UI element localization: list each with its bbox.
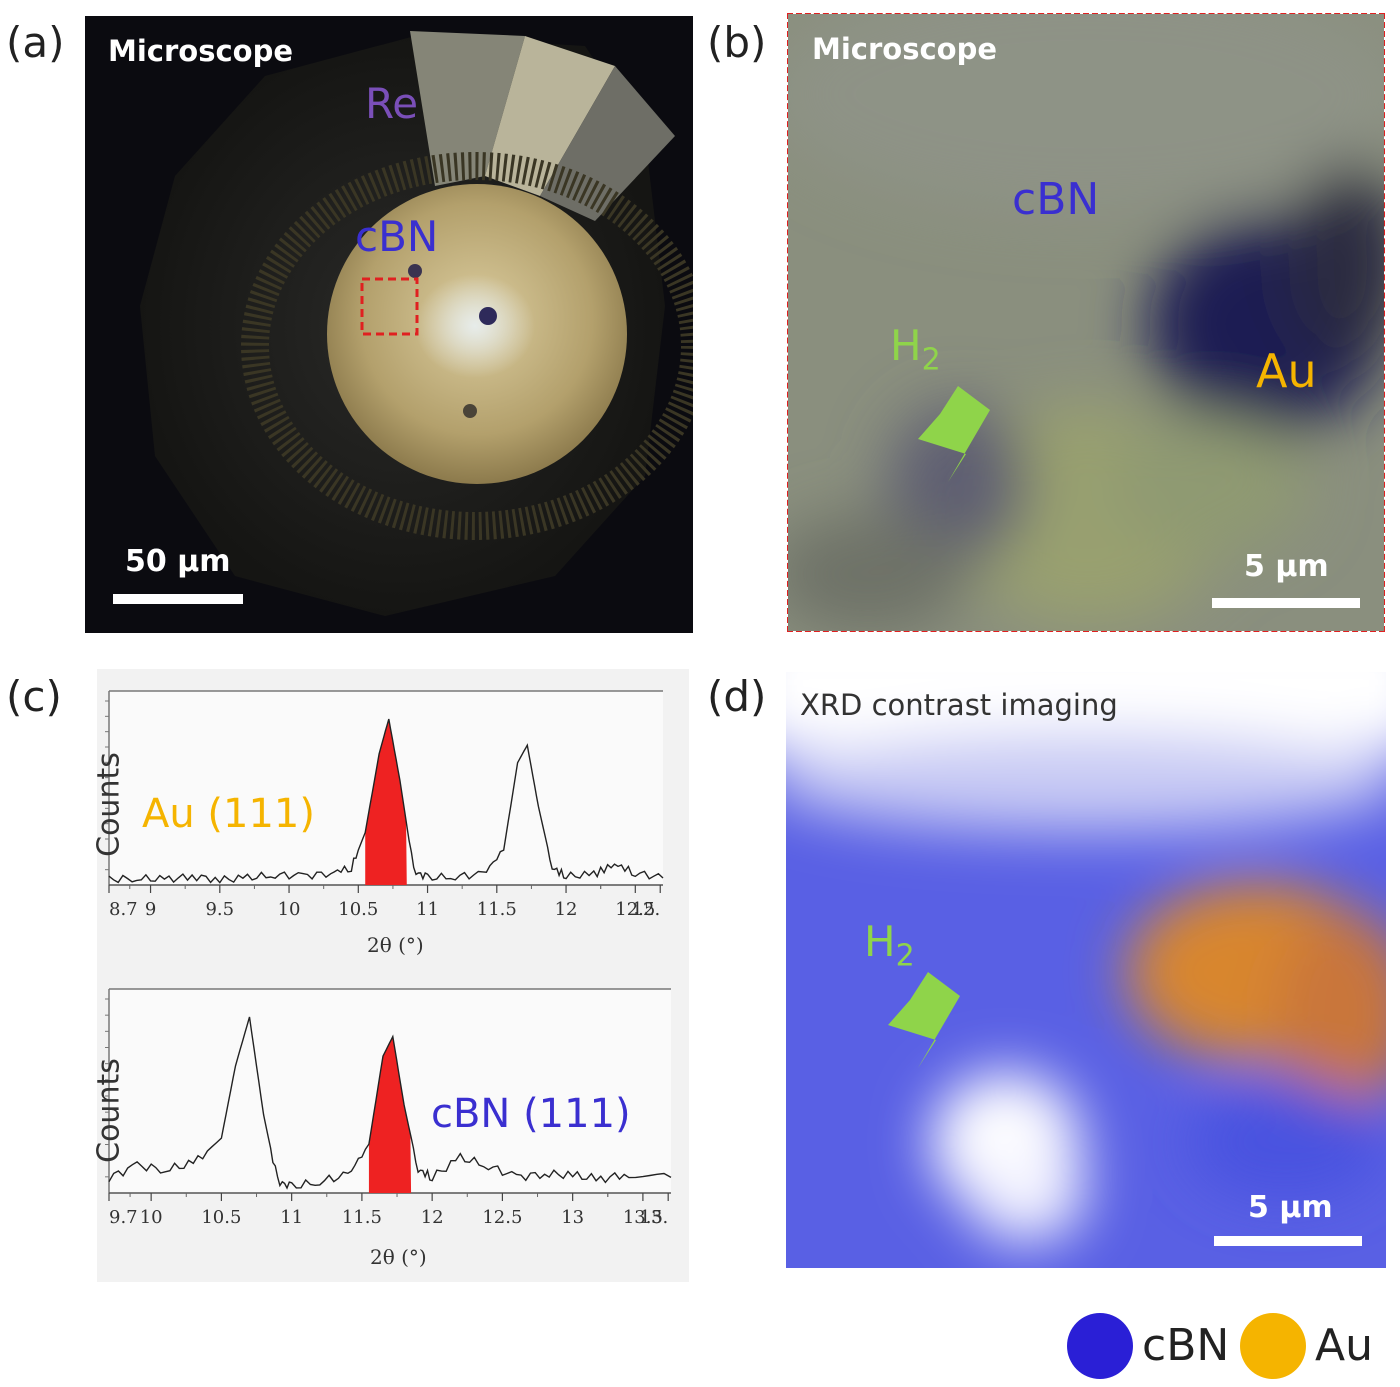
dark-inclusion <box>463 404 477 418</box>
scale-bar <box>113 594 243 604</box>
panel-b-microscope-zoom: Microscope cBN H2 Au 5 µm <box>787 13 1385 632</box>
label-h2-main: H <box>864 917 896 966</box>
panel-d-title: XRD contrast imaging <box>800 688 1118 722</box>
bottom-x-tick-label: 10 <box>140 1207 163 1228</box>
top-series-line <box>108 718 664 884</box>
scale-bar <box>1212 598 1360 608</box>
top-x-tick-label: 12.5 <box>615 899 655 920</box>
top-x-tick-label: 8.7 <box>109 899 138 920</box>
bottom-x-tick-label: 13 <box>561 1207 584 1228</box>
top-xlabel: 2θ (°) <box>367 933 424 957</box>
panel-a-graphic <box>140 31 693 616</box>
re-bright-sector <box>410 31 525 186</box>
dark-inclusion <box>408 264 422 278</box>
label-h2-main: H <box>890 321 922 370</box>
legend-au-label: Au <box>1315 1320 1373 1371</box>
panel-d-xrd-contrast-image: XRD contrast imaging H2 5 µm <box>786 672 1386 1268</box>
bottom-x-tick-label: 13. <box>640 1207 669 1228</box>
top-x-tick-label: 11 <box>416 899 439 920</box>
top-x-tick-label: 12. <box>632 899 661 920</box>
panel-a-title: Microscope <box>108 34 294 68</box>
panel-b-graphic <box>788 14 1384 631</box>
label-h2: H2 <box>890 321 941 377</box>
bottom-x-tick-label: 11.5 <box>342 1207 382 1228</box>
top-x-tick-label: 10 <box>278 899 301 920</box>
panel-c-letter: (c) <box>6 672 62 721</box>
xrd-charts: 8.7 9 9.5 10 10.5 11 11.5 12 12.512.9.7 10 10.5 11 1… <box>105 690 672 1228</box>
bottom-xlabel: 2θ (°) <box>370 1245 427 1269</box>
scale-label: 50 µm <box>125 544 231 579</box>
label-h2-subscript: 2 <box>895 938 915 974</box>
top-annotation: Au (111) <box>142 791 315 837</box>
bottom-x-tick-label: 11 <box>280 1207 303 1228</box>
legend-au-swatch <box>1240 1313 1306 1379</box>
bottom-x-tick-label: 9.7 <box>109 1207 138 1228</box>
label-h2-subscript: 2 <box>921 342 941 378</box>
re-bright-sector <box>485 36 615 196</box>
bottom-series-line <box>108 1016 672 1190</box>
bottom-x-tick-label: 13.5 <box>623 1207 663 1228</box>
panel-a-microscope-image: Microscope Re cBN 50 µm <box>85 16 693 633</box>
bottom-x-tick-label: 10.5 <box>201 1207 241 1228</box>
scale-label: 5 µm <box>1244 549 1329 584</box>
top-x-tick-label: 11.5 <box>477 899 517 920</box>
legend-cbn-swatch <box>1067 1313 1133 1379</box>
label-cbn: cBN <box>1012 174 1100 225</box>
panel-c-xrd-plots: 8.7 9 9.5 10 10.5 11 11.5 12 12.5 12. 9.7 10 10.5 11 1… <box>92 669 689 1282</box>
h2-arrow <box>888 972 960 1068</box>
bottom-x-tick-label: 12 <box>421 1207 444 1228</box>
label-au: Au <box>1256 344 1317 398</box>
top-x-tick-label: 9 <box>145 899 156 920</box>
panel-b-letter: (b) <box>707 18 767 67</box>
dark-inclusion <box>479 307 497 325</box>
top-ylabel: Counts <box>91 752 127 857</box>
scale-label: 5 µm <box>1248 1190 1333 1225</box>
bottom-highlighted-peak <box>368 1036 412 1193</box>
panel-a-letter: (a) <box>6 18 65 67</box>
bottom-ylabel: Counts <box>91 1058 127 1163</box>
legend-cbn-label: cBN <box>1142 1320 1230 1371</box>
chamber-center-glow <box>415 274 535 378</box>
panel-d-graphic <box>786 672 1386 1268</box>
label-h2: H2 <box>864 917 915 973</box>
top-highlighted-peak <box>365 719 407 885</box>
panel-d-letter: (d) <box>707 672 767 721</box>
label-cbn: cBN <box>355 212 439 261</box>
scale-bar <box>1214 1236 1362 1246</box>
panel-b-title: Microscope <box>812 32 998 66</box>
zoom-region-box <box>360 277 419 336</box>
bottom-x-tick-label: 12.5 <box>482 1207 522 1228</box>
label-re: Re <box>365 79 419 128</box>
top-x-tick-label: 12 <box>555 899 578 920</box>
h2-arrow <box>918 386 990 482</box>
top-x-tick-label: 9.5 <box>205 899 234 920</box>
top-x-tick-label: 10.5 <box>338 899 378 920</box>
bottom-annotation: cBN (111) <box>431 1091 631 1137</box>
